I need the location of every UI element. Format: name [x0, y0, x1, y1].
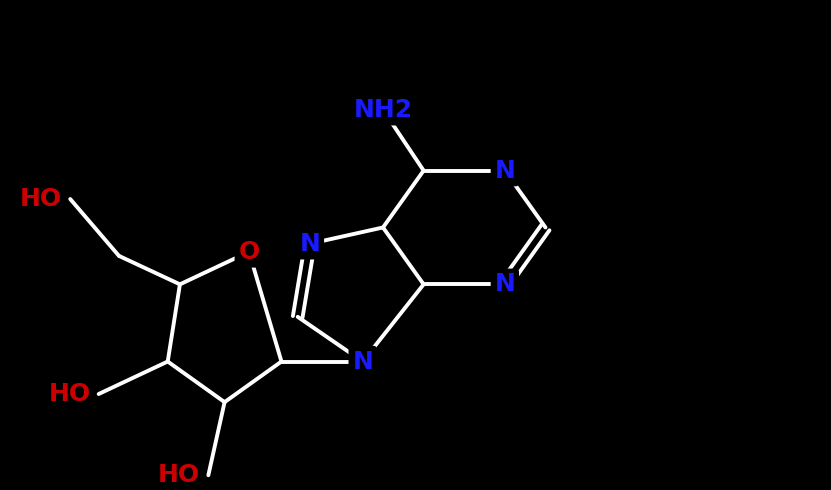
Text: N: N: [494, 272, 515, 296]
Text: O: O: [238, 240, 259, 264]
Text: N: N: [494, 159, 515, 183]
Text: N: N: [299, 232, 320, 256]
Text: NH2: NH2: [353, 98, 412, 122]
Text: N: N: [352, 349, 373, 373]
Text: HO: HO: [158, 463, 200, 487]
Text: HO: HO: [20, 187, 62, 211]
Text: HO: HO: [48, 382, 91, 406]
